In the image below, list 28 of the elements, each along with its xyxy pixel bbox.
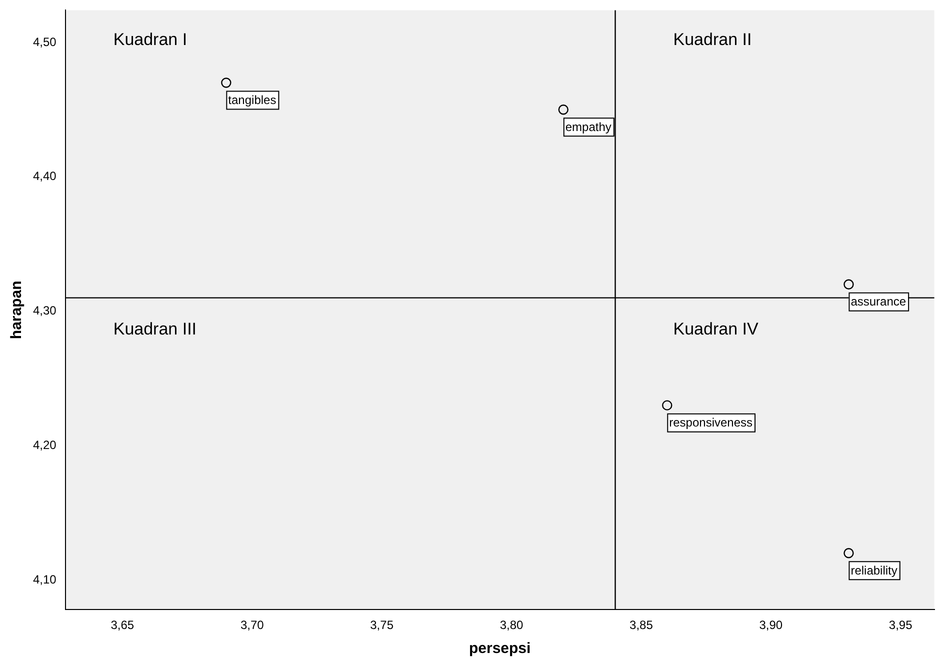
annotation: tangibles xyxy=(228,93,276,108)
annotation: reliability xyxy=(850,563,898,578)
x-tick-label: 3,85 xyxy=(630,618,654,632)
x-tick-label: 3,65 xyxy=(110,618,134,632)
annotation: assurance xyxy=(850,294,906,309)
point xyxy=(662,400,672,410)
point xyxy=(844,279,854,290)
y-tick-label: 4,50 xyxy=(32,34,57,49)
annotation: empathy xyxy=(565,120,612,134)
x-tick-label: 3,70 xyxy=(240,618,264,632)
y-tick-label: 4,20 xyxy=(32,438,57,452)
x-tick-label: 3,75 xyxy=(370,618,394,632)
x-tick-label: 3,80 xyxy=(500,618,524,632)
point xyxy=(221,78,232,88)
x-tick-label: 3,95 xyxy=(888,618,913,632)
annotation: responsiveness xyxy=(669,416,753,430)
y-tick-label: 4,30 xyxy=(32,304,57,318)
annotation: Kuadran III xyxy=(113,319,197,338)
annotation: Kuadran I xyxy=(113,30,188,49)
y-axis-title: harapan xyxy=(8,280,26,340)
point xyxy=(558,104,568,115)
y-tick-label: 4,40 xyxy=(32,169,57,184)
y-tick-label: 4,10 xyxy=(32,572,57,586)
annotation: Kuadran IV xyxy=(673,319,759,338)
x-axis-title: persepsi xyxy=(468,640,531,658)
x-tick-label: 3,90 xyxy=(759,618,783,632)
point xyxy=(844,548,854,558)
annotation: Kuadran II xyxy=(673,30,752,49)
